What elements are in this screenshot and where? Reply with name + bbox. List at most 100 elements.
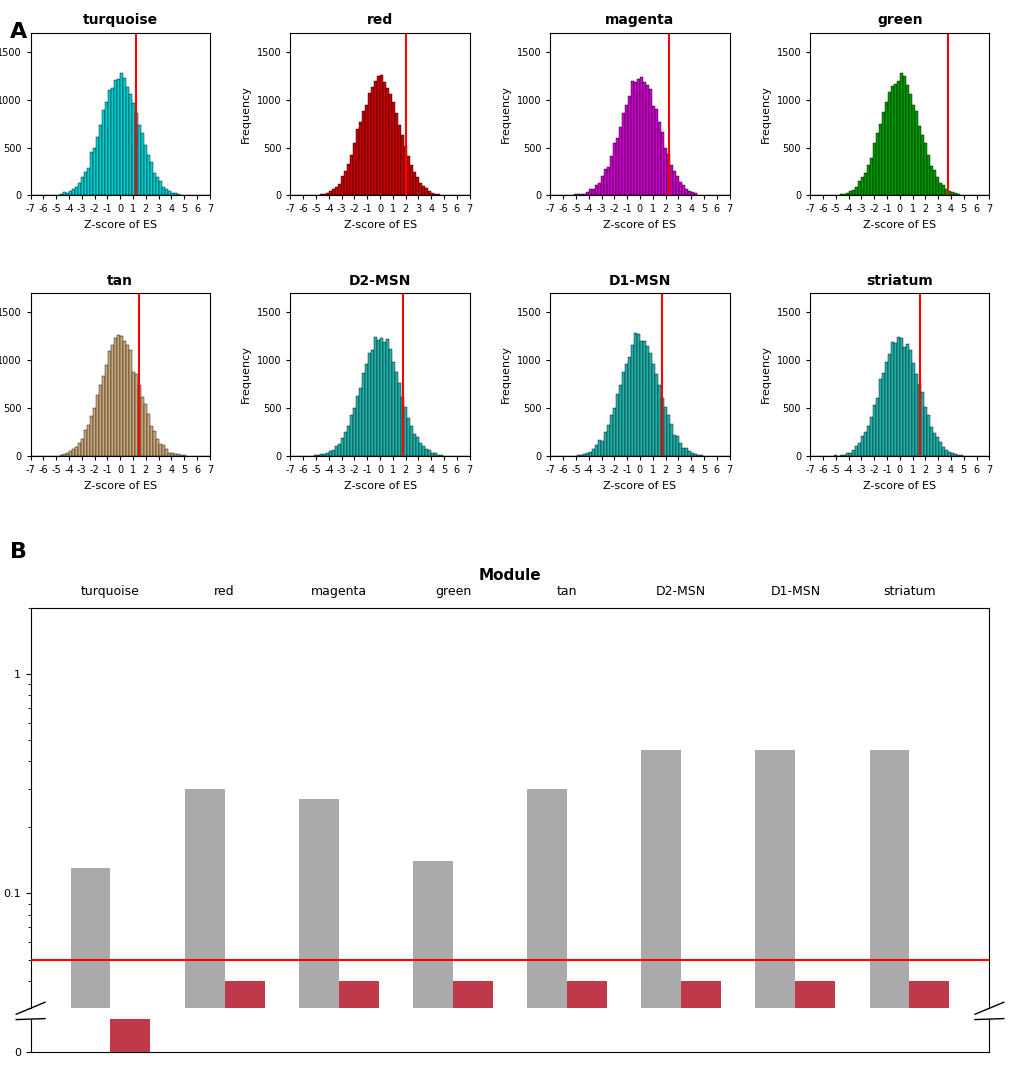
X-axis label: Z-score of ES: Z-score of ES	[862, 220, 935, 230]
Bar	[353, 408, 356, 456]
Bar	[114, 339, 117, 456]
Bar	[72, 449, 75, 456]
Bar	[944, 449, 947, 456]
Bar	[696, 455, 699, 456]
Bar	[117, 335, 120, 456]
X-axis label: Module: Module	[478, 567, 541, 583]
Bar	[102, 111, 105, 195]
Bar	[851, 450, 854, 456]
Bar	[452, 981, 492, 1085]
Bar	[911, 105, 914, 195]
Bar	[171, 454, 174, 456]
Bar	[941, 447, 944, 456]
Bar	[920, 135, 923, 195]
Bar	[631, 345, 634, 456]
Bar	[937, 183, 941, 195]
Bar	[184, 789, 224, 1085]
Bar	[645, 85, 648, 195]
Bar	[902, 76, 905, 195]
Bar	[138, 126, 141, 195]
Title: red: red	[367, 13, 392, 27]
Bar	[380, 75, 383, 195]
Bar	[123, 77, 126, 195]
Bar	[589, 452, 592, 456]
Bar	[388, 348, 391, 456]
Bar	[934, 437, 937, 456]
Bar	[893, 85, 896, 195]
Bar	[69, 191, 72, 195]
Bar	[356, 129, 359, 195]
Bar	[433, 194, 436, 195]
Bar	[851, 190, 854, 195]
Bar	[657, 122, 660, 195]
Bar	[645, 346, 648, 456]
Bar	[848, 191, 851, 195]
Bar	[174, 454, 176, 456]
Bar	[622, 372, 625, 456]
Bar	[928, 166, 931, 195]
Bar	[854, 446, 857, 456]
Bar	[341, 438, 343, 456]
Bar	[377, 76, 380, 195]
Bar	[681, 448, 684, 456]
Bar	[117, 79, 120, 195]
Bar	[857, 180, 860, 195]
Bar	[866, 425, 869, 456]
Bar	[612, 143, 615, 195]
Title: D2-MSN: D2-MSN	[348, 273, 411, 288]
Title: magenta: magenta	[604, 13, 674, 27]
Bar	[947, 191, 950, 195]
Title: tan: tan	[107, 273, 133, 288]
Bar	[673, 171, 676, 195]
Bar	[625, 365, 628, 456]
Y-axis label: Frequency: Frequency	[760, 346, 770, 404]
Bar	[926, 155, 928, 195]
Bar	[150, 162, 153, 195]
Bar	[413, 434, 416, 456]
Bar	[114, 80, 117, 195]
Bar	[603, 432, 606, 456]
Bar	[320, 194, 323, 195]
Bar	[845, 192, 848, 195]
Bar	[329, 191, 332, 195]
Bar	[606, 167, 609, 195]
Bar	[168, 191, 171, 195]
Bar	[153, 431, 156, 456]
Bar	[622, 113, 625, 195]
Bar	[326, 452, 329, 456]
Bar	[147, 155, 150, 195]
Bar	[612, 408, 615, 456]
Bar	[914, 111, 917, 195]
Bar	[953, 193, 956, 195]
Bar	[875, 398, 878, 456]
Bar	[383, 342, 385, 456]
Bar	[583, 455, 586, 456]
Bar	[660, 398, 663, 456]
Bar	[872, 143, 875, 195]
Bar	[413, 861, 452, 1085]
Bar	[615, 394, 619, 456]
Bar	[224, 981, 264, 1085]
Bar	[388, 93, 391, 195]
Bar	[91, 416, 93, 456]
Bar	[338, 981, 378, 1085]
Bar	[93, 149, 96, 195]
Bar	[356, 396, 359, 456]
Bar	[860, 177, 863, 195]
Bar	[875, 133, 878, 195]
Bar	[144, 144, 147, 195]
Bar	[144, 404, 147, 456]
Bar	[391, 362, 394, 456]
Bar	[335, 188, 338, 195]
Bar	[359, 123, 362, 195]
Bar	[636, 79, 639, 195]
Bar	[162, 445, 165, 456]
Bar	[346, 426, 350, 456]
Y-axis label: Frequency: Frequency	[242, 85, 251, 143]
Bar	[407, 156, 410, 195]
Bar	[609, 156, 612, 195]
Bar	[527, 789, 567, 1085]
Bar	[642, 341, 645, 456]
Bar	[416, 436, 419, 456]
Bar	[934, 177, 937, 195]
